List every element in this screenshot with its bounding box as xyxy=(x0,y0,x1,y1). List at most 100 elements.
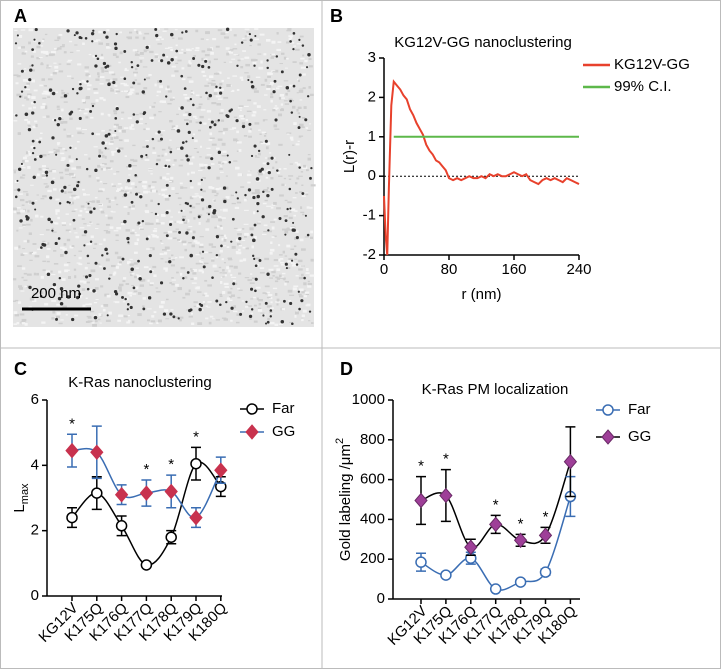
texture xyxy=(273,107,279,110)
texture xyxy=(120,221,124,224)
texture xyxy=(151,181,157,183)
texture xyxy=(206,39,209,41)
texture xyxy=(208,139,213,141)
texture xyxy=(32,106,37,109)
texture xyxy=(28,107,32,110)
texture xyxy=(229,296,232,298)
texture xyxy=(82,304,86,307)
texture xyxy=(264,199,268,202)
texture xyxy=(192,230,196,234)
gold-particle xyxy=(226,154,229,157)
gold-particle xyxy=(28,78,32,82)
gold-particle xyxy=(231,217,235,221)
texture xyxy=(167,237,172,240)
texture xyxy=(115,266,119,269)
texture xyxy=(133,29,137,32)
marker xyxy=(489,583,502,595)
gold-particle xyxy=(51,91,56,96)
gold-particle xyxy=(98,154,102,158)
annotation: * xyxy=(168,456,174,473)
texture xyxy=(66,262,71,264)
texture xyxy=(45,92,50,95)
texture xyxy=(244,56,250,59)
texture xyxy=(307,280,310,283)
texture xyxy=(105,148,110,150)
texture xyxy=(85,116,89,119)
texture xyxy=(248,135,252,138)
texture xyxy=(76,262,81,264)
texture xyxy=(302,166,308,170)
gold-particle xyxy=(89,210,93,214)
texture xyxy=(222,269,225,272)
texture xyxy=(220,32,226,35)
texture xyxy=(251,245,255,249)
texture xyxy=(174,56,178,59)
texture xyxy=(180,266,186,270)
texture xyxy=(47,154,50,156)
texture xyxy=(55,209,60,213)
texture xyxy=(41,174,46,177)
texture xyxy=(160,242,164,245)
texture xyxy=(78,250,83,252)
texture xyxy=(164,246,170,250)
texture xyxy=(272,166,275,169)
texture xyxy=(202,294,206,296)
texture xyxy=(101,130,105,132)
texture xyxy=(163,267,168,270)
texture xyxy=(215,72,220,75)
texture xyxy=(150,105,156,108)
gold-particle xyxy=(294,252,298,256)
texture xyxy=(302,87,306,90)
texture xyxy=(279,262,284,264)
texture xyxy=(39,234,44,236)
gold-particle xyxy=(47,217,51,222)
texture xyxy=(110,264,116,268)
texture xyxy=(241,78,244,81)
texture xyxy=(193,55,196,57)
gold-particle xyxy=(107,82,111,87)
texture xyxy=(223,127,228,131)
texture xyxy=(290,208,296,212)
texture xyxy=(92,323,97,327)
texture xyxy=(105,79,111,82)
texture xyxy=(150,212,154,214)
texture xyxy=(66,269,70,271)
texture xyxy=(186,99,191,102)
texture xyxy=(47,96,51,98)
texture xyxy=(190,93,193,95)
texture xyxy=(208,243,214,246)
texture xyxy=(27,120,31,124)
texture xyxy=(220,109,224,112)
texture xyxy=(94,278,100,280)
texture xyxy=(117,188,121,191)
texture xyxy=(128,187,133,190)
texture xyxy=(171,257,176,259)
texture xyxy=(299,35,304,38)
gold-particle xyxy=(104,247,108,252)
texture xyxy=(152,147,156,150)
texture xyxy=(17,46,21,50)
texture xyxy=(288,299,291,302)
texture xyxy=(271,270,276,274)
texture xyxy=(158,193,161,195)
gold-particle xyxy=(254,289,257,293)
texture xyxy=(143,187,147,189)
texture xyxy=(32,125,36,129)
texture xyxy=(294,210,298,212)
texture xyxy=(123,277,127,280)
texture xyxy=(183,242,187,245)
texture xyxy=(23,240,27,243)
texture xyxy=(84,66,90,69)
texture xyxy=(100,112,104,116)
texture xyxy=(169,139,172,141)
texture xyxy=(13,170,16,174)
texture xyxy=(231,58,236,60)
texture xyxy=(300,211,305,214)
texture xyxy=(261,131,266,134)
texture xyxy=(207,82,213,84)
texture xyxy=(146,319,151,322)
gold-particle xyxy=(55,153,58,156)
gold-particle xyxy=(75,295,80,300)
texture xyxy=(82,42,85,45)
texture xyxy=(262,292,267,294)
